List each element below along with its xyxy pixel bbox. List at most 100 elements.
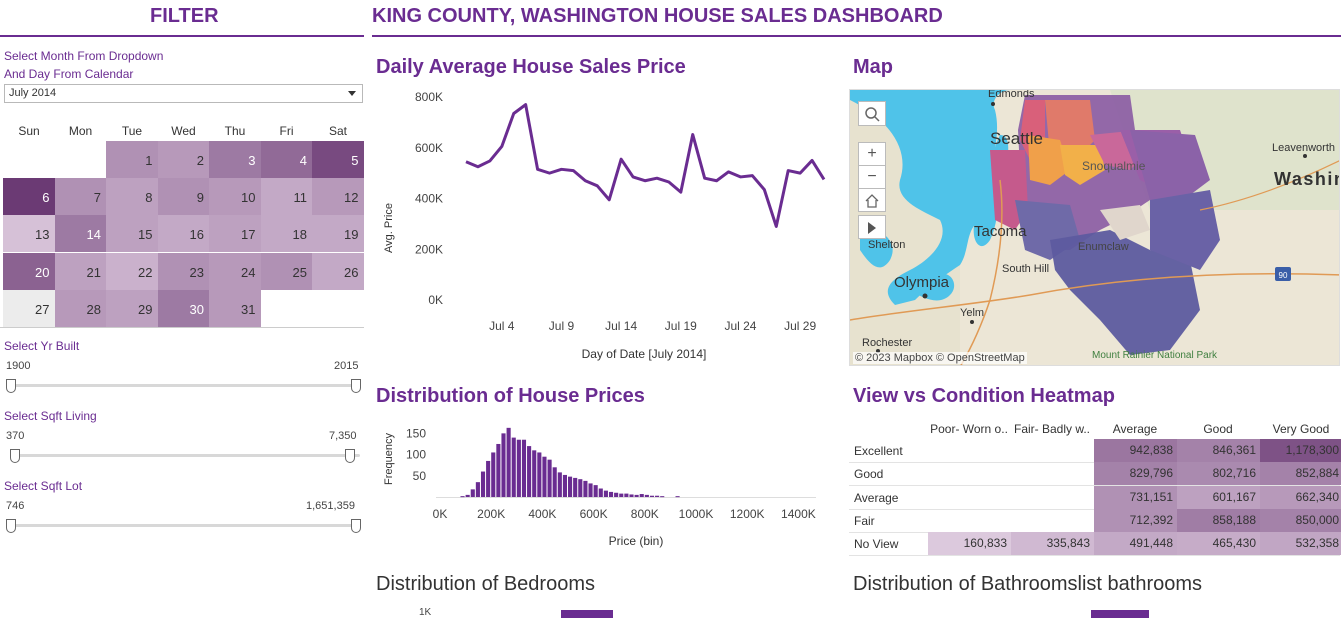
avg-price-point[interactable]: [641, 177, 649, 185]
sqft-living-max-handle[interactable]: [345, 449, 355, 463]
calendar-day-28[interactable]: 28: [54, 289, 106, 327]
calendar-day-25[interactable]: 25: [260, 252, 312, 290]
histogram-bar[interactable]: [532, 450, 537, 497]
histogram-bar[interactable]: [465, 494, 470, 497]
heatmap-cell[interactable]: [1011, 486, 1094, 509]
avg-price-point[interactable]: [808, 156, 816, 164]
histogram-bar[interactable]: [460, 496, 465, 498]
heatmap-cell[interactable]: 1,178,300: [1260, 439, 1341, 462]
avg-price-point[interactable]: [557, 165, 565, 173]
avg-price-point[interactable]: [701, 174, 709, 182]
histogram-bar[interactable]: [619, 493, 624, 497]
avg-price-point[interactable]: [736, 173, 744, 181]
avg-price-point[interactable]: [462, 158, 470, 166]
histogram-bar[interactable]: [603, 490, 608, 497]
calendar-day-3[interactable]: 3: [209, 141, 261, 178]
heatmap-cell[interactable]: 852,884: [1260, 462, 1341, 486]
histogram-bar[interactable]: [491, 452, 496, 497]
histogram-bar[interactable]: [537, 452, 542, 497]
avg-price-point[interactable]: [713, 177, 721, 185]
sqft-lot-slider-track[interactable]: [10, 524, 360, 527]
histogram-bar[interactable]: [660, 496, 665, 498]
histogram-bar[interactable]: [644, 494, 649, 497]
calendar-day-27[interactable]: 27: [3, 289, 55, 327]
calendar-day-17[interactable]: 17: [209, 215, 261, 253]
histogram-bar[interactable]: [527, 446, 532, 497]
heatmap-cell[interactable]: 160,833: [928, 532, 1011, 556]
avg-price-point[interactable]: [546, 169, 554, 177]
histogram-bar[interactable]: [501, 433, 506, 497]
histogram-bar[interactable]: [480, 471, 486, 497]
month-dropdown[interactable]: July 2014: [4, 84, 363, 103]
histogram-bar[interactable]: [475, 482, 480, 497]
heatmap-cell[interactable]: 491,448: [1094, 532, 1177, 556]
histogram-bar[interactable]: [634, 494, 639, 497]
calendar-day-7[interactable]: 7: [54, 178, 106, 216]
histogram-bar[interactable]: [629, 494, 634, 497]
heatmap-cell[interactable]: [1011, 509, 1094, 532]
avg-price-point[interactable]: [605, 196, 613, 204]
sqft-living-min-handle[interactable]: [10, 449, 20, 463]
map-search-button[interactable]: [858, 101, 886, 126]
yr-built-min-handle[interactable]: [6, 379, 16, 393]
histogram-bar[interactable]: [578, 479, 583, 497]
heatmap-cell[interactable]: 850,000: [1260, 508, 1341, 532]
heatmap-cell[interactable]: 942,838: [1094, 439, 1177, 462]
heatmap-cell[interactable]: 858,188: [1177, 508, 1260, 532]
avg-price-point[interactable]: [510, 109, 518, 117]
histogram-bar[interactable]: [496, 443, 501, 497]
heatmap-cell[interactable]: 731,151: [1094, 485, 1177, 509]
avg-price-point[interactable]: [653, 174, 661, 182]
heatmap-cell[interactable]: [1011, 439, 1094, 462]
avg-price-point[interactable]: [689, 131, 697, 139]
sqft-lot-min-handle[interactable]: [6, 519, 16, 533]
calendar-day-14[interactable]: 14: [54, 215, 106, 253]
calendar-day-10[interactable]: 10: [209, 178, 261, 216]
avg-price-point[interactable]: [593, 182, 601, 190]
heatmap-cell[interactable]: [928, 486, 1011, 509]
map-expand-toolbar-button[interactable]: [858, 215, 886, 239]
avg-price-point[interactable]: [820, 175, 828, 183]
histogram-bar[interactable]: [608, 491, 614, 497]
heatmap-cell[interactable]: [1011, 462, 1094, 485]
calendar-day-30[interactable]: 30: [157, 289, 209, 327]
histogram-bar[interactable]: [516, 439, 521, 497]
map-view[interactable]: Edmonds Seattle Snoqualmie Leavenworth W…: [849, 89, 1340, 366]
calendar-day-31[interactable]: 31: [209, 289, 261, 327]
histogram-bar[interactable]: [486, 460, 491, 497]
heatmap-cell[interactable]: [928, 439, 1011, 462]
heatmap-cell[interactable]: 532,358: [1260, 532, 1341, 556]
map-home-button[interactable]: [858, 188, 886, 212]
avg-price-point[interactable]: [725, 168, 733, 176]
heatmap-cell[interactable]: [928, 462, 1011, 485]
calendar-day-20[interactable]: 20: [3, 252, 55, 290]
histogram-bar[interactable]: [552, 467, 557, 497]
histogram-bar[interactable]: [593, 485, 598, 497]
heatmap-cell[interactable]: 802,716: [1177, 462, 1260, 486]
histogram-bar[interactable]: [639, 494, 644, 497]
map-zoom-out-button[interactable]: −: [858, 165, 886, 189]
avg-price-point[interactable]: [581, 177, 589, 185]
avg-price-point[interactable]: [772, 222, 780, 230]
yr-built-slider-track[interactable]: [10, 384, 360, 387]
avg-price-point[interactable]: [784, 167, 792, 175]
calendar-day-22[interactable]: 22: [106, 252, 158, 290]
heatmap-cell[interactable]: 662,340: [1260, 485, 1341, 509]
calendar-day-1[interactable]: 1: [106, 141, 158, 178]
histogram-bar[interactable]: [655, 495, 660, 497]
avg-price-point[interactable]: [474, 163, 482, 171]
calendar-day-16[interactable]: 16: [157, 215, 209, 253]
calendar-day-2[interactable]: 2: [157, 141, 209, 178]
histogram-bar[interactable]: [547, 459, 552, 497]
avg-price-point[interactable]: [534, 165, 542, 173]
histogram-bar[interactable]: [614, 492, 619, 497]
histogram-bar[interactable]: [557, 472, 562, 497]
histogram-bar[interactable]: [511, 437, 516, 497]
map-zoom-in-button[interactable]: +: [858, 142, 886, 166]
histogram-bar[interactable]: [562, 474, 567, 497]
avg-price-point[interactable]: [677, 188, 685, 196]
calendar-day-29[interactable]: 29: [106, 289, 158, 327]
sqft-lot-max-handle[interactable]: [351, 519, 361, 533]
calendar-day-24[interactable]: 24: [209, 252, 261, 290]
avg-price-point[interactable]: [498, 142, 506, 150]
